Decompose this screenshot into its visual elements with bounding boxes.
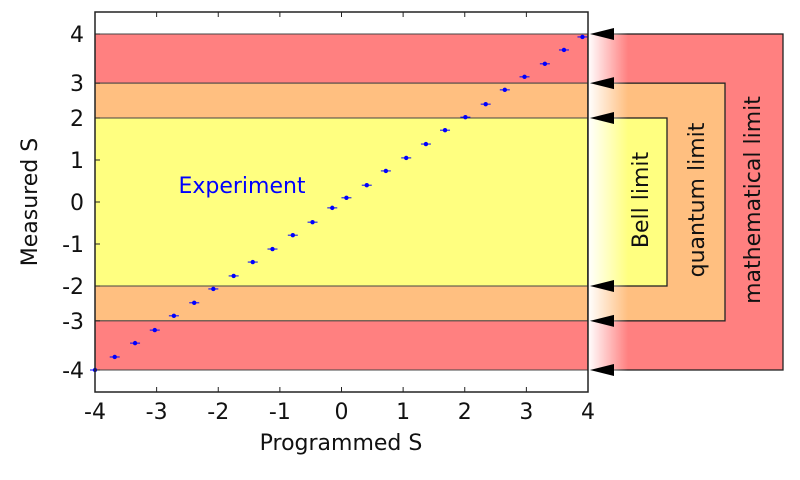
band-quantum xyxy=(94,82,589,119)
y-tick-label: -4 xyxy=(62,359,84,384)
limit-label-0: Bell limit xyxy=(629,152,654,249)
limit-label-1: quantum limit xyxy=(685,122,710,277)
data-point xyxy=(330,205,335,211)
band-quantum xyxy=(94,285,589,322)
y-tick-label: -1 xyxy=(62,233,84,258)
y-tick-label: -3 xyxy=(62,310,84,335)
data-point xyxy=(522,74,527,80)
x-tick-label: 4 xyxy=(581,400,595,425)
x-tick-label: -3 xyxy=(146,400,168,425)
x-axis-label: Programmed S xyxy=(260,431,423,456)
data-points xyxy=(90,34,588,373)
data-point xyxy=(112,354,117,360)
x-tick-label: 3 xyxy=(519,400,533,425)
y-axis-label: Measured S xyxy=(18,138,43,266)
data-point xyxy=(250,259,255,265)
arrow-icon xyxy=(590,28,614,40)
band-mathematical xyxy=(94,33,589,84)
x-tick-label: 2 xyxy=(458,400,472,425)
data-point xyxy=(404,155,409,161)
band-bell xyxy=(94,117,589,287)
data-point xyxy=(542,61,548,67)
y-tick-label: 4 xyxy=(70,23,84,48)
data-point xyxy=(310,219,315,225)
y-tick-label: 0 xyxy=(70,191,84,216)
experiment-label: Experiment xyxy=(178,174,305,199)
data-point xyxy=(132,340,138,346)
data-point xyxy=(231,273,236,279)
x-tick-label: -1 xyxy=(269,400,291,425)
x-tick-label: 1 xyxy=(396,400,410,425)
arrow-icon xyxy=(590,364,614,376)
data-point xyxy=(152,327,157,333)
data-point xyxy=(383,168,389,174)
data-point xyxy=(211,286,216,292)
data-point xyxy=(442,127,448,133)
limit-annotations: Bell limit quantum limit mathematical limi… xyxy=(587,28,784,376)
data-point xyxy=(483,101,488,107)
bands xyxy=(94,33,589,371)
arrow-icon xyxy=(590,280,614,292)
x-tick-label: -2 xyxy=(207,400,229,425)
data-point xyxy=(344,195,349,200)
data-point xyxy=(290,232,296,238)
arrow-icon xyxy=(590,77,614,90)
band-mathematical xyxy=(94,320,589,371)
y-tick-label: 1 xyxy=(70,149,84,174)
data-point xyxy=(561,47,567,53)
x-tick-label: -4 xyxy=(84,400,106,425)
ticks: -4 -3 -2 -1 0 1 2 3 4 4 3 2 1 0 -1 -2 -3 -4 xyxy=(62,12,595,425)
data-point xyxy=(364,183,369,188)
data-point xyxy=(580,34,585,40)
data-point xyxy=(502,87,508,93)
arrow-icon xyxy=(590,112,614,124)
data-point xyxy=(171,313,177,319)
data-point xyxy=(192,300,197,305)
arrow-icon xyxy=(590,314,614,327)
data-point xyxy=(463,114,468,120)
x-tick-label: 0 xyxy=(335,400,349,425)
y-tick-label: 2 xyxy=(70,107,84,132)
y-tick-label: 3 xyxy=(70,72,84,97)
y-tick-label: -2 xyxy=(62,275,84,300)
data-point xyxy=(270,246,275,252)
limit-label-2: mathematical limit xyxy=(741,96,766,304)
data-point xyxy=(423,141,429,147)
